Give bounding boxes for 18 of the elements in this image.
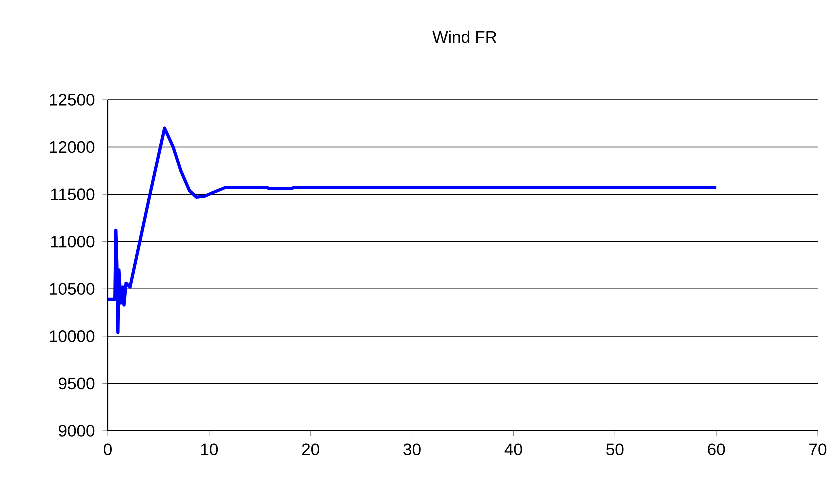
chart-title: Wind FR [432,30,497,44]
x-tick-label: 30 [404,444,421,456]
x-tick-label: 10 [201,444,218,456]
y-tick-label: 10500 [50,283,95,296]
y-tick-label: 9000 [58,425,95,437]
y-tick-label: 11500 [51,188,95,200]
x-tick-label: 50 [606,444,624,456]
x-tick-label: 40 [504,444,522,456]
y-tick-label: 10000 [50,330,95,342]
line-series [108,126,718,334]
x-tick-label: 60 [708,444,726,456]
y-tick-label: 9500 [58,378,95,390]
x-tick-label: 0 [104,444,112,456]
x-tick-label: 70 [810,444,827,456]
x-tick-label: 20 [302,444,320,456]
y-tick-label: 12500 [50,94,95,106]
y-tick-label: 11000 [51,236,95,248]
y-tick-label: 12000 [50,141,95,154]
